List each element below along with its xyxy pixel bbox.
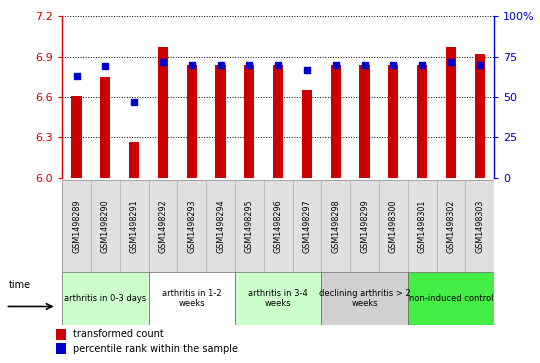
Text: arthritis in 3-4
weeks: arthritis in 3-4 weeks xyxy=(248,289,308,308)
Bar xyxy=(475,54,485,178)
Bar xyxy=(446,47,456,178)
Text: GSM1498300: GSM1498300 xyxy=(389,199,398,253)
Text: GSM1498297: GSM1498297 xyxy=(302,199,312,253)
Text: GSM1498295: GSM1498295 xyxy=(245,199,254,253)
Text: GSM1498302: GSM1498302 xyxy=(447,199,455,253)
Point xyxy=(187,62,196,68)
Bar xyxy=(330,65,341,178)
Bar xyxy=(273,65,283,178)
Bar xyxy=(129,142,139,178)
Bar xyxy=(56,329,66,340)
Bar xyxy=(187,65,197,178)
Bar xyxy=(158,47,168,178)
Point xyxy=(332,62,340,68)
Point xyxy=(447,59,455,65)
Text: transformed count: transformed count xyxy=(73,329,164,339)
Bar xyxy=(360,65,369,178)
Text: GSM1498298: GSM1498298 xyxy=(331,199,340,253)
Text: GSM1498296: GSM1498296 xyxy=(274,199,282,253)
Point xyxy=(159,59,167,65)
Point xyxy=(418,62,427,68)
Text: GSM1498289: GSM1498289 xyxy=(72,199,81,253)
Text: arthritis in 1-2
weeks: arthritis in 1-2 weeks xyxy=(162,289,221,308)
Text: percentile rank within the sample: percentile rank within the sample xyxy=(73,344,238,354)
Bar xyxy=(56,343,66,354)
Point xyxy=(130,99,138,105)
Text: GSM1498292: GSM1498292 xyxy=(158,199,167,253)
Point xyxy=(302,67,311,73)
Point xyxy=(360,62,369,68)
Text: GSM1498290: GSM1498290 xyxy=(101,199,110,253)
Bar xyxy=(235,272,321,325)
Bar xyxy=(388,65,399,178)
Text: declining arthritis > 2
weeks: declining arthritis > 2 weeks xyxy=(319,289,410,308)
Point xyxy=(216,62,225,68)
Text: GSM1498291: GSM1498291 xyxy=(130,199,139,253)
Text: GSM1498294: GSM1498294 xyxy=(216,199,225,253)
Bar xyxy=(302,90,312,178)
Point xyxy=(475,62,484,68)
Bar xyxy=(321,272,408,325)
Point xyxy=(101,64,110,69)
Bar xyxy=(215,65,226,178)
Text: arthritis in 0-3 days: arthritis in 0-3 days xyxy=(64,294,146,303)
Bar xyxy=(408,272,494,325)
Text: GSM1498293: GSM1498293 xyxy=(187,199,196,253)
Text: non-induced control: non-induced control xyxy=(409,294,493,303)
Point xyxy=(274,62,282,68)
Point xyxy=(389,62,397,68)
Bar xyxy=(62,272,149,325)
Text: GSM1498299: GSM1498299 xyxy=(360,199,369,253)
Bar xyxy=(71,96,82,178)
Bar xyxy=(148,272,235,325)
Bar xyxy=(100,77,110,178)
Point xyxy=(245,62,254,68)
Text: time: time xyxy=(9,280,30,290)
Point xyxy=(72,73,81,79)
Text: GSM1498301: GSM1498301 xyxy=(417,199,427,253)
Text: GSM1498303: GSM1498303 xyxy=(475,199,484,253)
Bar xyxy=(244,65,254,178)
Bar xyxy=(417,65,427,178)
